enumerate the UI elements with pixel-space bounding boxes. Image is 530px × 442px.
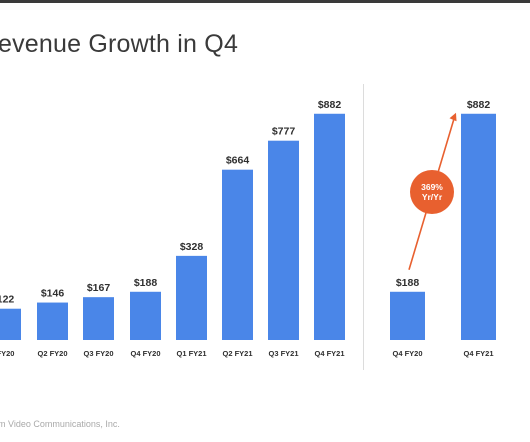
bar-value-label: $664 [226,155,250,167]
x-tick-label: Q4 FY21 [463,349,493,358]
chart-title: evenue Growth in Q4 [0,30,239,58]
bar-0-6 [268,140,299,340]
x-tick-label: Q2 FY21 [222,349,252,358]
bar-value-label: $188 [396,277,420,289]
yoy-comparison-panel: $188 Q4 FY20 $882 Q4 FY21 [390,99,496,358]
bar-value-label: $146 [41,288,65,300]
bar-value-label: $167 [87,282,111,294]
growth-period: Yr/Yr [421,192,443,202]
x-tick-label: Q3 FY21 [268,349,298,358]
x-tick-label: Q1 FY21 [176,349,206,358]
bar-0-7 [314,113,345,340]
x-tick-label: Q4 FY21 [314,349,344,358]
bar-0-1 [37,302,68,340]
x-tick-label: FY20 [0,349,14,358]
bar-value-label: $777 [272,126,296,138]
bar-value-label: $188 [134,277,158,289]
bar-0-4 [176,255,207,340]
bar-0-3 [130,291,161,340]
bar-0-2 [83,297,114,340]
x-tick-label: Q2 FY20 [37,349,67,358]
growth-callout: 369% Yr/Yr [410,170,454,214]
x-tick-label: Q3 FY20 [83,349,113,358]
bar-0-5 [222,169,253,340]
bar-1-0 [390,291,425,340]
growth-percent: 369% [421,182,443,192]
x-tick-label: Q4 FY20 [130,349,160,358]
growth-arrow-head [449,112,457,122]
bar-value-label: $882 [467,99,491,111]
bar-value-label: $882 [318,99,342,111]
x-tick-label: Q4 FY20 [392,349,422,358]
quarterly-bars-panel: 122 FY20 $146 Q2 FY20 $167 Q3 FY20 $188 Q4 FY20… [0,99,345,358]
bar-1-1 [461,113,496,340]
footer-copyright: m Video Communications, Inc. [0,419,120,429]
panel-divider [363,84,364,370]
top-rule [0,0,530,3]
bar-value-label: 122 [0,294,14,306]
bar-value-label: $328 [180,241,204,253]
bar-0-0 [0,308,21,340]
